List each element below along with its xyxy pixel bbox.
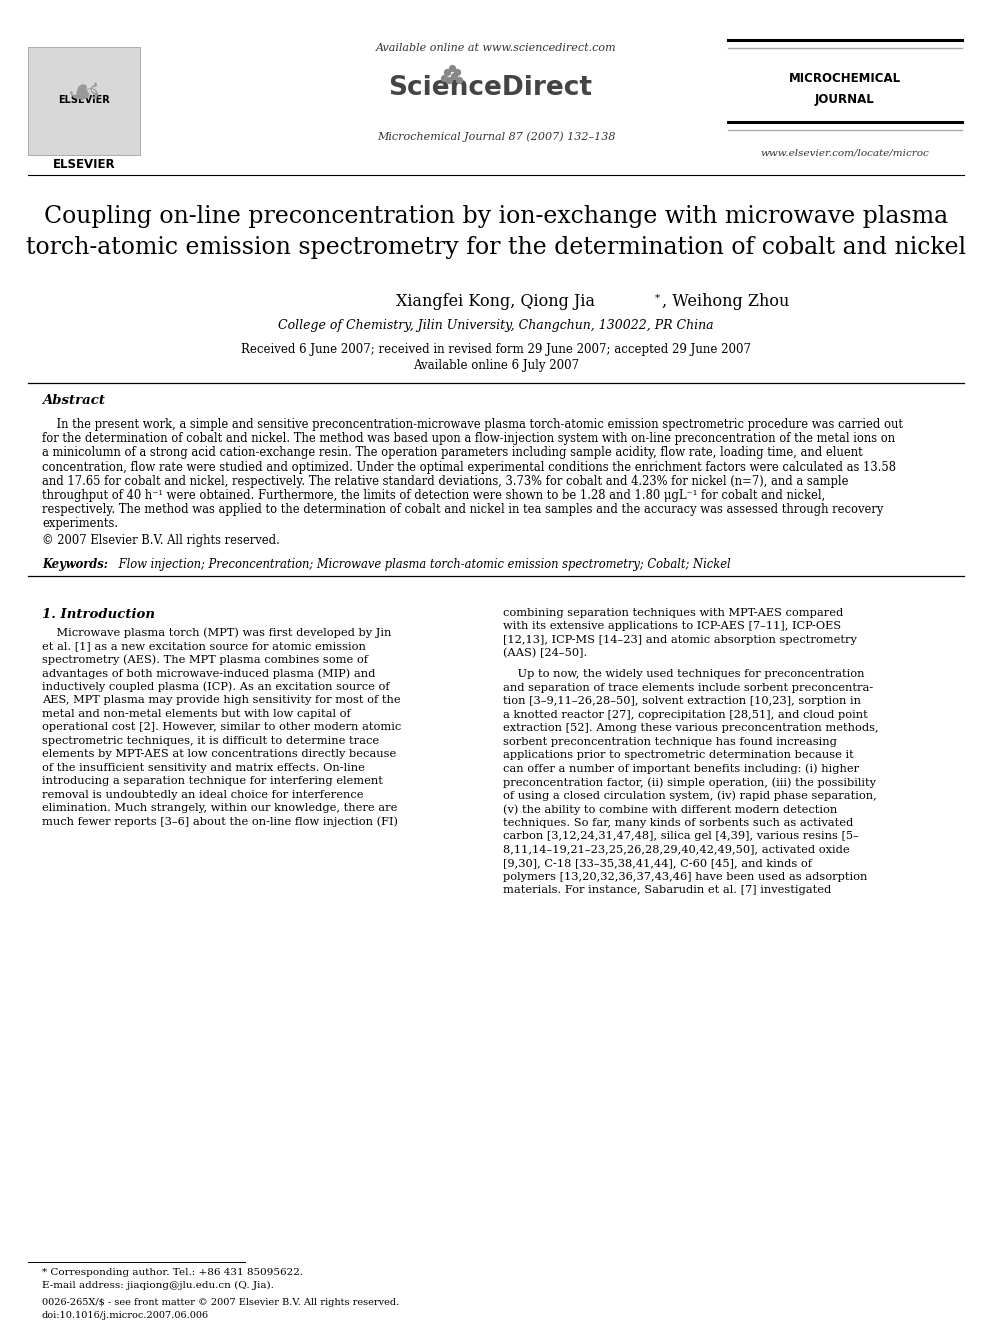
Text: Up to now, the widely used techniques for preconcentration: Up to now, the widely used techniques fo… (503, 669, 864, 679)
Text: advantages of both microwave-induced plasma (MIP) and: advantages of both microwave-induced pla… (42, 668, 375, 679)
Text: elements by MPT-AES at low concentrations directly because: elements by MPT-AES at low concentration… (42, 749, 396, 759)
Text: AES, MPT plasma may provide high sensitivity for most of the: AES, MPT plasma may provide high sensiti… (42, 695, 401, 705)
Point (439, 61, 455, 82)
Text: MICROCHEMICAL: MICROCHEMICAL (789, 71, 901, 85)
Text: Available online at www.sciencedirect.com: Available online at www.sciencedirect.co… (376, 44, 616, 53)
Text: Received 6 June 2007; received in revised form 29 June 2007; accepted 29 June 20: Received 6 June 2007; received in revise… (241, 344, 751, 356)
Text: applications prior to spectrometric determination because it: applications prior to spectrometric dete… (503, 750, 854, 759)
Text: carbon [3,12,24,31,47,48], silica gel [4,39], various resins [5–: carbon [3,12,24,31,47,48], silica gel [4… (503, 831, 859, 841)
Text: © 2007 Elsevier B.V. All rights reserved.: © 2007 Elsevier B.V. All rights reserved… (42, 533, 280, 546)
Text: inductively coupled plasma (ICP). As an excitation source of: inductively coupled plasma (ICP). As an … (42, 681, 390, 692)
Text: Abstract: Abstract (42, 393, 105, 406)
Text: 8,11,14–19,21–23,25,26,28,29,40,42,49,50], activated oxide: 8,11,14–19,21–23,25,26,28,29,40,42,49,50… (503, 844, 849, 855)
Text: tion [3–9,11–26,28–50], solvent extraction [10,23], sorption in: tion [3–9,11–26,28–50], solvent extracti… (503, 696, 861, 706)
Text: of the insufficient sensitivity and matrix effects. On-line: of the insufficient sensitivity and matr… (42, 762, 365, 773)
Text: sorbent preconcentration technique has found increasing: sorbent preconcentration technique has f… (503, 737, 837, 746)
Text: * Corresponding author. Tel.: +86 431 85095622.: * Corresponding author. Tel.: +86 431 85… (42, 1267, 304, 1277)
Text: 1. Introduction: 1. Introduction (42, 607, 155, 620)
Text: for the determination of cobalt and nickel. The method was based upon a flow-inj: for the determination of cobalt and nick… (42, 433, 895, 446)
Text: metal and non-metal elements but with low capital of: metal and non-metal elements but with lo… (42, 709, 351, 718)
FancyBboxPatch shape (28, 48, 140, 155)
Text: a knotted reactor [27], coprecipitation [28,51], and cloud point: a knotted reactor [27], coprecipitation … (503, 709, 868, 720)
Point (451, 69, 467, 90)
Point (436, 67, 452, 89)
Text: spectrometry (AES). The MPT plasma combines some of: spectrometry (AES). The MPT plasma combi… (42, 655, 368, 665)
Text: Coupling on-line preconcentration by ion-exchange with microwave plasma
torch-at: Coupling on-line preconcentration by ion… (26, 205, 966, 259)
Text: ☙: ☙ (66, 75, 101, 112)
Text: throughput of 40 h⁻¹ were obtained. Furthermore, the limits of detection were sh: throughput of 40 h⁻¹ were obtained. Furt… (42, 490, 825, 501)
Text: respectively. The method was applied to the determination of cobalt and nickel i: respectively. The method was applied to … (42, 503, 883, 516)
Text: Xiangfei Kong, Qiong Jia: Xiangfei Kong, Qiong Jia (397, 294, 595, 311)
Text: combining separation techniques with MPT-AES compared: combining separation techniques with MPT… (503, 607, 843, 618)
Text: E-mail address: jiaqiong@jlu.edu.cn (Q. Jia).: E-mail address: jiaqiong@jlu.edu.cn (Q. … (42, 1281, 274, 1290)
Text: College of Chemistry, Jilin University, Changchun, 130022, PR China: College of Chemistry, Jilin University, … (278, 319, 714, 332)
Text: (v) the ability to combine with different modern detection: (v) the ability to combine with differen… (503, 804, 837, 815)
Text: [12,13], ICP-MS [14–23] and atomic absorption spectrometry: [12,13], ICP-MS [14–23] and atomic absor… (503, 635, 857, 644)
Text: can offer a number of important benefits including: (i) higher: can offer a number of important benefits… (503, 763, 859, 774)
Text: with its extensive applications to ICP-AES [7–11], ICP-OES: with its extensive applications to ICP-A… (503, 620, 841, 631)
Text: polymers [13,20,32,36,37,43,46] have been used as adsorption: polymers [13,20,32,36,37,43,46] have bee… (503, 872, 867, 881)
Point (446, 65, 462, 86)
Text: 0026-265X/$ - see front matter © 2007 Elsevier B.V. All rights reserved.: 0026-265X/$ - see front matter © 2007 El… (42, 1298, 399, 1307)
Point (441, 69, 457, 90)
Text: techniques. So far, many kinds of sorbents such as activated: techniques. So far, many kinds of sorben… (503, 818, 853, 827)
Text: introducing a separation technique for interfering element: introducing a separation technique for i… (42, 777, 383, 786)
Text: of using a closed circulation system, (iv) rapid phase separation,: of using a closed circulation system, (i… (503, 791, 877, 802)
Text: doi:10.1016/j.microc.2007.06.006: doi:10.1016/j.microc.2007.06.006 (42, 1311, 209, 1320)
Text: materials. For instance, Sabarudin et al. [7] investigated: materials. For instance, Sabarudin et al… (503, 885, 831, 896)
Text: ELSEVIER: ELSEVIER (59, 95, 110, 105)
Text: [9,30], C-18 [33–35,38,41,44], C-60 [45], and kinds of: [9,30], C-18 [33–35,38,41,44], C-60 [45]… (503, 859, 812, 868)
Text: *: * (655, 294, 660, 303)
Point (444, 57, 460, 78)
Text: a minicolumn of a strong acid cation-exchange resin. The operation parameters in: a minicolumn of a strong acid cation-exc… (42, 446, 863, 459)
Text: much fewer reports [3–6] about the on-line flow injection (FI): much fewer reports [3–6] about the on-li… (42, 816, 398, 827)
Text: , Weihong Zhou: , Weihong Zhou (662, 294, 790, 311)
Text: Microwave plasma torch (MPT) was first developed by Jin: Microwave plasma torch (MPT) was first d… (42, 627, 392, 638)
Text: Keywords:: Keywords: (42, 557, 108, 570)
Text: www.elsevier.com/locate/microc: www.elsevier.com/locate/microc (761, 148, 930, 157)
Text: operational cost [2]. However, similar to other modern atomic: operational cost [2]. However, similar t… (42, 722, 401, 732)
Text: ELSEVIER: ELSEVIER (53, 159, 115, 172)
Text: experiments.: experiments. (42, 517, 118, 531)
Point (449, 61, 465, 82)
Text: Flow injection; Preconcentration; Microwave plasma torch-atomic emission spectro: Flow injection; Preconcentration; Microw… (115, 557, 731, 570)
Text: Available online 6 July 2007: Available online 6 July 2007 (413, 360, 579, 373)
Text: preconcentration factor, (ii) simple operation, (iii) the possibility: preconcentration factor, (ii) simple ope… (503, 777, 876, 787)
Text: spectrometric techniques, it is difficult to determine trace: spectrometric techniques, it is difficul… (42, 736, 379, 746)
Text: In the present work, a simple and sensitive preconcentration-microwave plasma to: In the present work, a simple and sensit… (42, 418, 903, 431)
Text: et al. [1] as a new excitation source for atomic emission: et al. [1] as a new excitation source fo… (42, 642, 366, 651)
Text: JOURNAL: JOURNAL (815, 94, 875, 106)
Text: Microchemical Journal 87 (2007) 132–138: Microchemical Journal 87 (2007) 132–138 (377, 132, 615, 143)
Text: and separation of trace elements include sorbent preconcentra-: and separation of trace elements include… (503, 683, 873, 692)
Text: ScienceDirect: ScienceDirect (388, 75, 592, 101)
Text: (AAS) [24–50].: (AAS) [24–50]. (503, 648, 587, 659)
Text: removal is undoubtedly an ideal choice for interference: removal is undoubtedly an ideal choice f… (42, 790, 363, 799)
Text: concentration, flow rate were studied and optimized. Under the optimal experimen: concentration, flow rate were studied an… (42, 460, 896, 474)
Text: and 17.65 for cobalt and nickel, respectively. The relative standard deviations,: and 17.65 for cobalt and nickel, respect… (42, 475, 848, 488)
Text: elimination. Much strangely, within our knowledge, there are: elimination. Much strangely, within our … (42, 803, 398, 814)
Text: extraction [52]. Among these various preconcentration methods,: extraction [52]. Among these various pre… (503, 724, 879, 733)
